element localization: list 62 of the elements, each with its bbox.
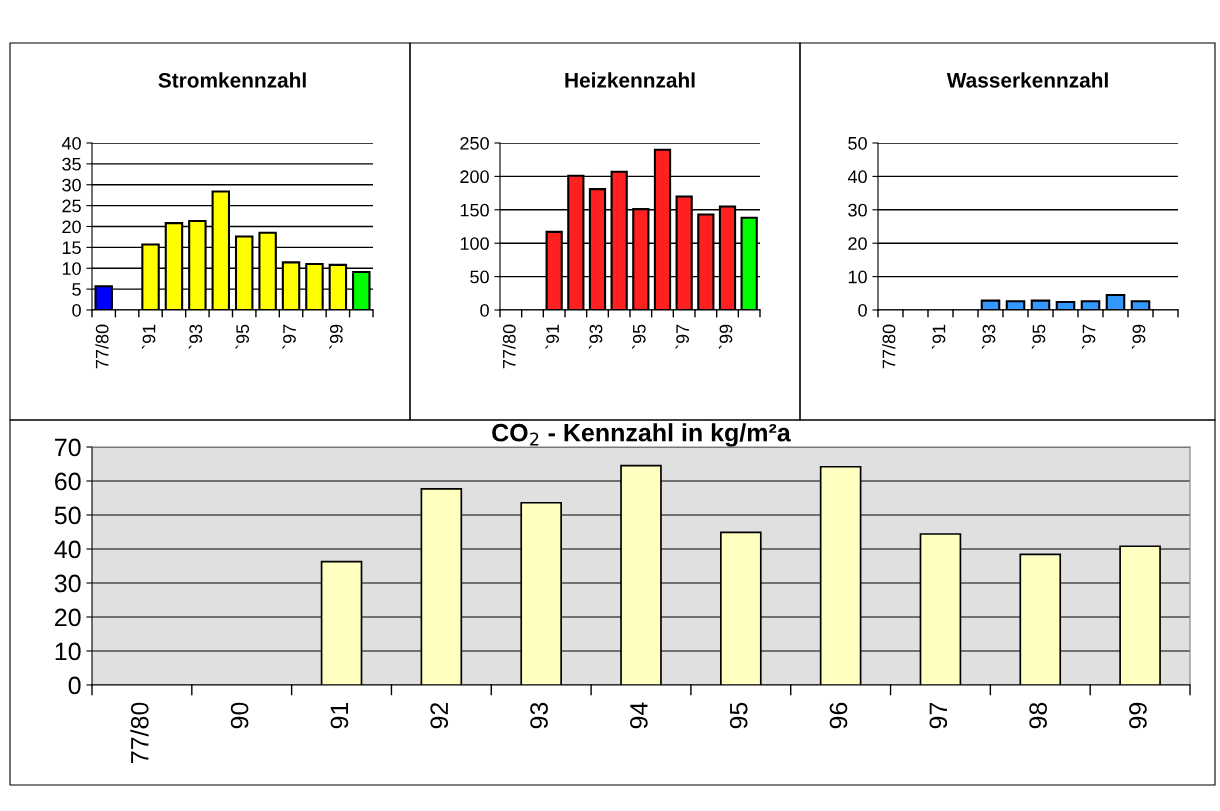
y-tick-label: 15: [62, 241, 81, 255]
y-tick-label: 25: [62, 199, 81, 213]
chart-title: CO$_{2}$ - Kennzahl in kg/m²a: [492, 423, 791, 447]
y-tick-label: 10: [55, 642, 81, 661]
y-tick-label: 250: [460, 136, 489, 150]
y-tick-label: 150: [460, 203, 489, 217]
x-tick-label: `91: [545, 324, 560, 350]
x-tick-label: `97: [1081, 324, 1096, 350]
x-tick-label: 93: [530, 702, 548, 729]
y-tick-label: 50: [54, 506, 81, 525]
y-tick-label: 10: [848, 270, 867, 284]
y-tick-label: 100: [460, 237, 489, 250]
y-tick-label: 70: [55, 438, 81, 457]
x-tick-label: `95: [1031, 324, 1046, 350]
x-tick-label: 95: [729, 702, 748, 729]
y-tick-label: 50: [848, 136, 867, 150]
y-tick-label: 0: [68, 676, 81, 695]
chart-title: Wasserkennzahl: [946, 72, 1108, 88]
chart-title: Heizkennzahl: [565, 72, 695, 88]
x-tick-label: `97: [675, 324, 690, 350]
y-tick-label: 0: [72, 303, 81, 317]
y-tick-label: 60: [55, 472, 81, 491]
x-tick-label: 77/80: [95, 324, 109, 369]
y-tick-label: 30: [54, 574, 81, 593]
x-tick-label: `93: [981, 324, 996, 350]
x-tick-label: 98: [1029, 702, 1047, 729]
x-tick-label: `93: [588, 324, 603, 350]
x-tick-label: `95: [632, 324, 646, 350]
y-tick-label: 0: [480, 303, 489, 317]
y-tick-label: 20: [62, 220, 81, 234]
x-tick-label: `91: [931, 324, 946, 350]
x-tick-label: `93: [188, 324, 203, 350]
x-tick-label: 77/80: [502, 324, 516, 369]
x-tick-label: `99: [718, 324, 733, 350]
x-tick-label: `91: [141, 324, 156, 350]
y-tick-label: 40: [847, 170, 867, 184]
y-tick-label: 50: [470, 270, 489, 284]
y-tick-label: 10: [62, 262, 81, 275]
y-tick-label: 40: [54, 540, 81, 559]
x-tick-label: 92: [430, 702, 449, 729]
x-tick-label: `99: [1131, 324, 1146, 350]
chart-title: Stromkennzahl: [158, 72, 306, 88]
y-tick-label: 30: [848, 203, 867, 217]
x-tick-label: 91: [330, 702, 349, 729]
y-tick-label: 200: [460, 170, 489, 184]
x-tick-label: 96: [829, 702, 848, 729]
x-tick-label: `95: [235, 324, 250, 350]
y-tick-label: 35: [62, 157, 81, 171]
x-tick-label: 90: [230, 702, 249, 729]
y-tick-label: 40: [61, 136, 81, 150]
x-tick-label: 77/80: [130, 702, 149, 763]
x-tick-label: `99: [329, 324, 343, 350]
x-tick-label: 97: [929, 702, 948, 729]
y-tick-label: 0: [858, 303, 867, 317]
y-tick-label: 5: [72, 283, 81, 296]
x-tick-label: 94: [630, 702, 648, 729]
y-tick-label: 20: [55, 608, 81, 627]
y-tick-label: 30: [62, 178, 81, 192]
x-tick-label: 99: [1129, 702, 1147, 729]
y-tick-label: 20: [848, 237, 867, 250]
x-tick-label: 77/80: [882, 324, 896, 369]
x-tick-label: `97: [282, 324, 296, 350]
